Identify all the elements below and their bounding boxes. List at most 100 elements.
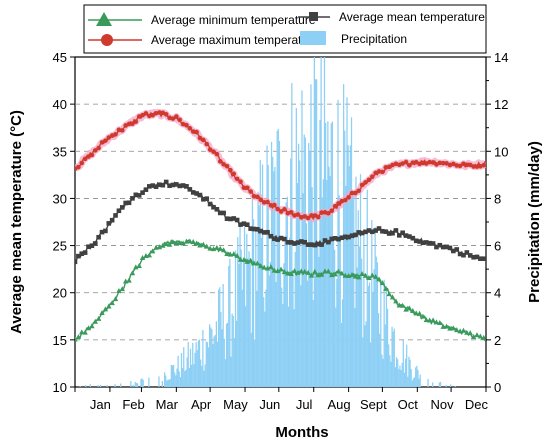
precip-bar [134,381,136,387]
data-point [187,238,193,244]
data-point [467,253,473,258]
data-point [264,265,271,271]
precip-bar [218,289,220,387]
right-tick-label: 6 [494,239,501,254]
data-point [113,213,118,218]
data-point [413,310,419,316]
precip-bar [382,358,384,387]
data-point [76,253,81,259]
data-point [383,285,389,291]
left-tick-label: 20 [53,286,67,301]
precip-bar [232,315,234,387]
precip-bar [317,245,319,387]
precip-bar [177,355,179,387]
precip-bar [379,333,381,387]
data-point [420,160,426,166]
precip-bar [327,121,329,387]
precip-bar [183,347,185,387]
legend-min-triangle-icon [96,12,112,26]
precip-bar [170,364,172,387]
data-point [322,238,328,243]
precip-bar [284,237,286,387]
precip-bar [404,358,407,387]
precip-bar [287,306,290,387]
data-point [106,303,112,309]
precip-bar [335,307,337,387]
data-point [194,129,199,135]
precip-bar [161,380,163,387]
precip-bar [140,379,142,387]
x-tick-label: Aug [327,397,350,412]
data-point [359,270,365,276]
precip-bar [255,228,257,387]
precip-bar [328,166,330,387]
precip-bar [195,342,197,387]
data-point [211,204,216,210]
data-point [231,216,237,221]
data-point [376,169,382,174]
data-point [234,252,240,258]
data-point [96,145,101,151]
precip-bar [277,128,279,387]
data-point [261,264,267,270]
precip-bar [237,237,239,387]
data-point [79,160,85,166]
data-point [312,242,318,248]
precip-bar [352,194,354,387]
data-point [339,235,345,241]
right-tick-label: 4 [494,286,501,301]
data-point [288,240,294,245]
data-point [244,222,250,228]
legend-item-precip: Precipitation [300,31,407,46]
precip-bar [166,380,168,387]
precip-bar [350,117,353,387]
data-point [278,235,284,241]
data-point [471,164,476,169]
max-temp-halo [75,108,486,223]
data-point [474,332,480,338]
data-point [221,161,226,167]
data-point [424,240,429,245]
precip-bar [297,143,300,387]
data-point [420,313,426,319]
data-point [133,192,139,198]
data-point [136,263,142,269]
data-point [258,228,264,234]
data-point [474,254,480,260]
left-tick-label: 30 [53,191,67,206]
data-point [302,239,308,245]
data-point [461,252,466,258]
data-point [380,169,385,175]
data-point [454,163,460,168]
data-point [92,148,98,153]
precip-bar [383,279,385,387]
precip-bar [323,57,326,387]
precip-bar [190,364,193,387]
data-point [238,222,243,227]
data-point [231,251,237,257]
precip-bar [275,281,277,387]
data-point [228,216,233,222]
data-point [481,256,486,262]
precip-bar [99,384,102,387]
data-point [451,248,456,254]
data-point [413,238,419,244]
precip-bar [304,137,306,387]
precip-bar [97,385,99,387]
data-point [160,242,166,248]
precip-bar [329,175,331,387]
precip-bar [181,368,184,387]
data-point [133,264,139,270]
data-point [346,195,351,200]
precip-bar [264,311,266,387]
precip-bar [291,83,293,387]
data-point [170,239,176,245]
data-point [109,300,115,306]
data-point [258,197,264,203]
data-point [75,259,78,265]
precip-bar [215,321,218,387]
precip-bar [221,329,223,387]
data-point [130,121,135,127]
data-point [386,164,392,170]
data-point [184,184,189,189]
